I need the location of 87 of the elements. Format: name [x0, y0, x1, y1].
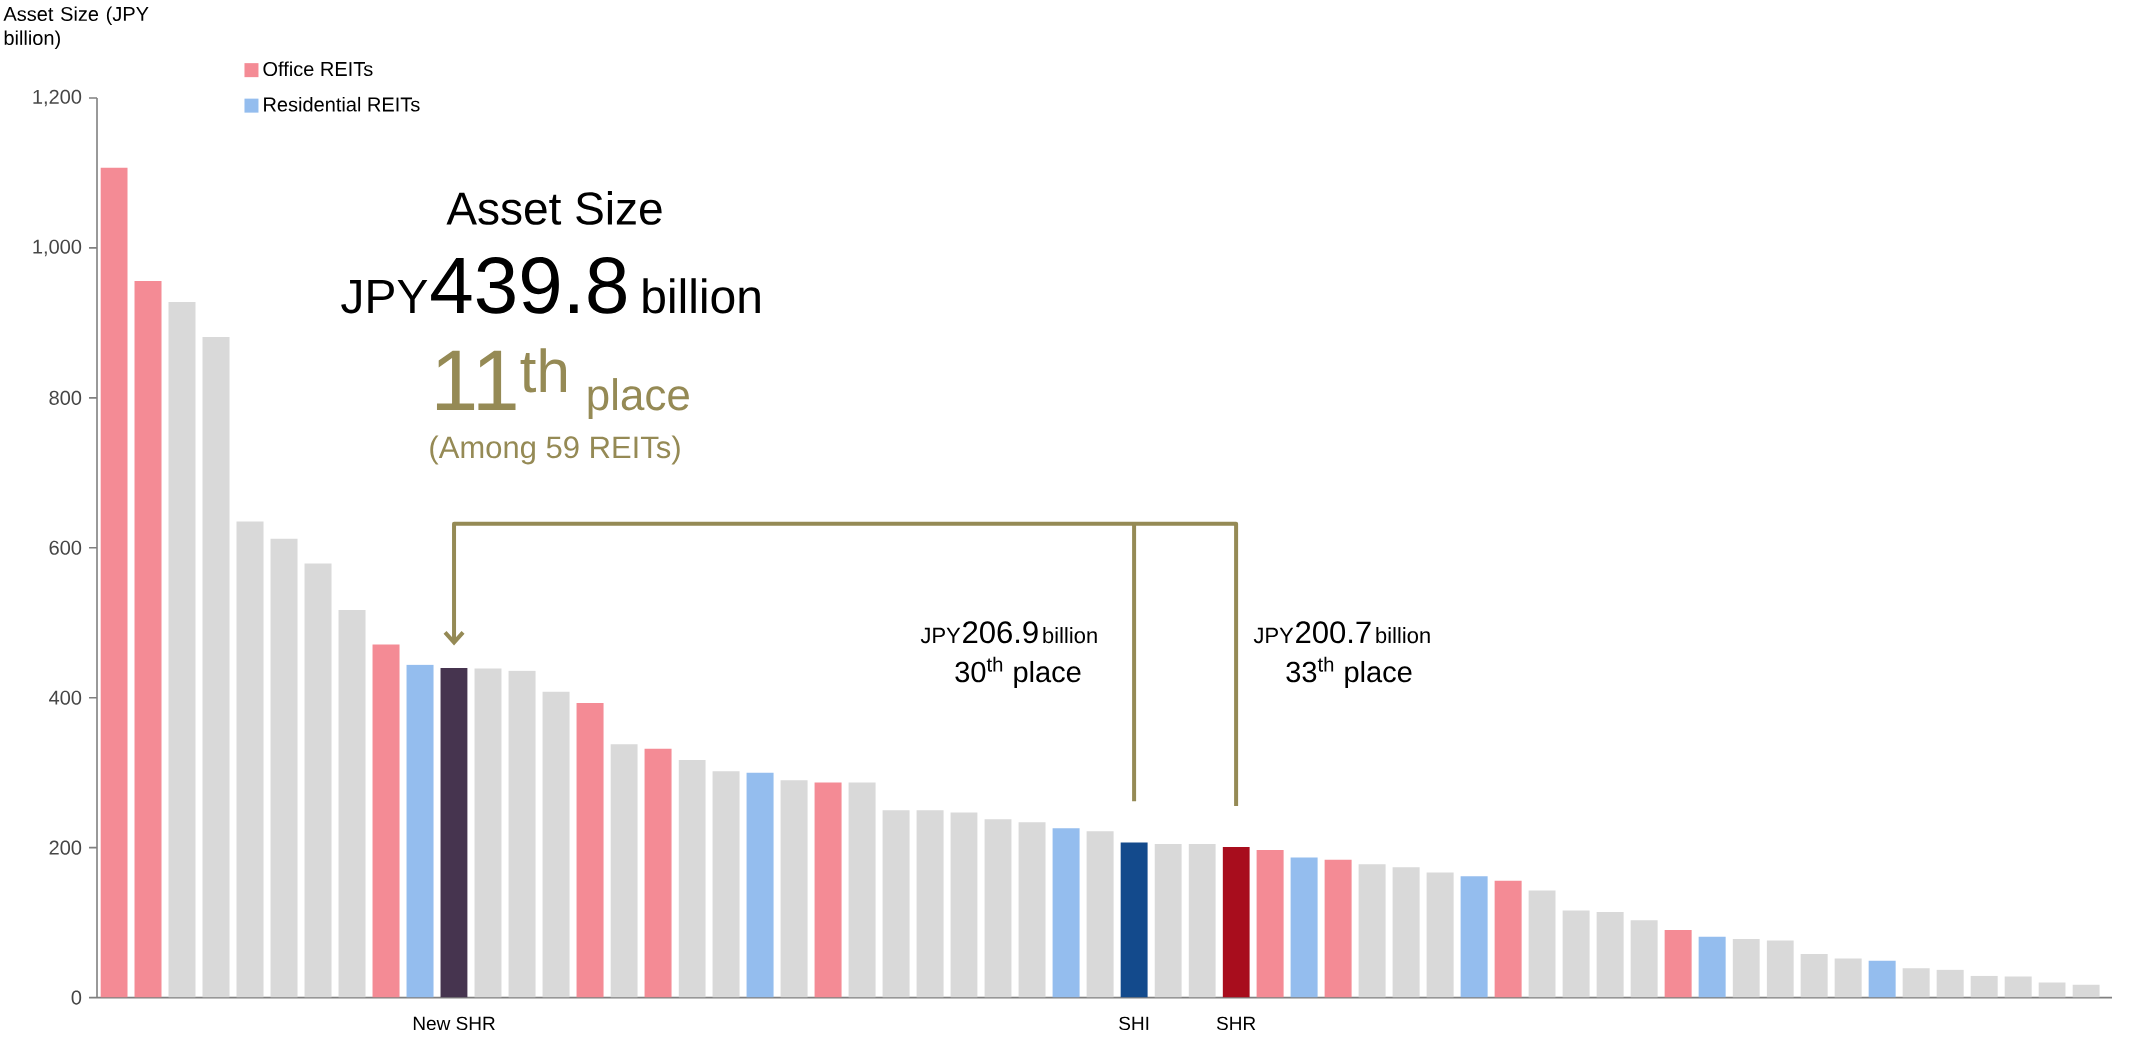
annotation: 200.7 [1296, 621, 1371, 644]
bar [1018, 822, 1046, 998]
annotation: JPY [1253, 627, 1294, 644]
bar [338, 610, 366, 998]
annotation: billion [1043, 627, 1097, 644]
y-tick-label: 600 [49, 540, 82, 555]
y-tick-label: 200 [49, 840, 82, 855]
bar [950, 812, 978, 998]
bar [610, 744, 638, 998]
bar [814, 782, 842, 998]
bar [1494, 880, 1522, 998]
annotation: place [588, 378, 689, 420]
bar [202, 337, 230, 998]
bar [1834, 958, 1862, 998]
bar [712, 771, 740, 998]
bar [474, 668, 502, 998]
bar [1324, 859, 1352, 998]
bar [1902, 968, 1930, 998]
bar [2038, 982, 2066, 998]
bar [678, 760, 706, 998]
x-tick-label: SHI [1119, 1016, 1149, 1031]
y-tick-label: 400 [49, 690, 82, 705]
bar [1222, 847, 1250, 998]
bar [1732, 939, 1760, 998]
annotation: billion [1376, 627, 1430, 644]
bar [1154, 844, 1182, 998]
bar [270, 538, 298, 998]
bar [236, 521, 264, 998]
x-tick-label: New SHR [413, 1016, 495, 1031]
bar [1086, 831, 1114, 998]
annotation: 439.8 [431, 257, 626, 314]
bar [134, 281, 162, 998]
bar [1596, 912, 1624, 998]
bar [304, 563, 332, 998]
bar [746, 772, 774, 998]
y-tick-label: 800 [49, 390, 82, 406]
bar [882, 810, 910, 998]
bar [984, 819, 1012, 998]
bar [1630, 920, 1658, 998]
legend-label: Residential REITs [264, 97, 420, 112]
bar [440, 667, 468, 998]
bar [2072, 984, 2100, 998]
bar [100, 167, 128, 998]
bar [848, 782, 876, 998]
bar [542, 691, 570, 998]
bar [1290, 857, 1318, 998]
bar [916, 810, 944, 998]
bar [1562, 910, 1590, 998]
bar [1188, 844, 1216, 998]
y-tick-label: 1,000 [33, 239, 82, 257]
bar [1664, 930, 1692, 998]
annotation: 30$^{th}$ place [955, 656, 1081, 689]
bar [1460, 876, 1488, 998]
annotation: Asset Size [446, 191, 662, 225]
y-tick-label: 1,200 [33, 89, 82, 107]
annotation: (Among 59 REITs) [430, 435, 680, 465]
bar [1868, 960, 1896, 998]
bar [1426, 872, 1454, 998]
bar [168, 302, 196, 998]
x-tick-label: SHR [1216, 1016, 1256, 1031]
y-tick-label: 0 [71, 990, 82, 1005]
annotation: 33$^{th}$ place [1286, 656, 1412, 689]
bar [1052, 828, 1080, 998]
bar [1358, 864, 1386, 998]
y-axis-title: Asset Size (JPY billion) [3, 6, 149, 50]
bar [1766, 940, 1794, 998]
annotation: JPY [341, 280, 428, 314]
bar [2004, 976, 2032, 998]
bar [1800, 954, 1828, 998]
legend-label: Office REITs [263, 61, 373, 77]
bar [1528, 890, 1556, 998]
bar [406, 664, 434, 998]
bar [1392, 867, 1420, 998]
annotation: billion [643, 278, 760, 314]
bar [1120, 842, 1148, 998]
bar [780, 780, 808, 998]
annotation: JPY [920, 627, 961, 644]
bar [1698, 936, 1726, 998]
annotation: 11$^{th}$ [436, 348, 566, 411]
bar [644, 748, 672, 998]
annotation: 206.9 [963, 621, 1038, 644]
bar [1256, 850, 1284, 998]
bar [576, 703, 604, 998]
bar [372, 644, 400, 998]
bar [1970, 975, 1998, 998]
bar [1936, 969, 1964, 998]
bar [508, 670, 536, 998]
